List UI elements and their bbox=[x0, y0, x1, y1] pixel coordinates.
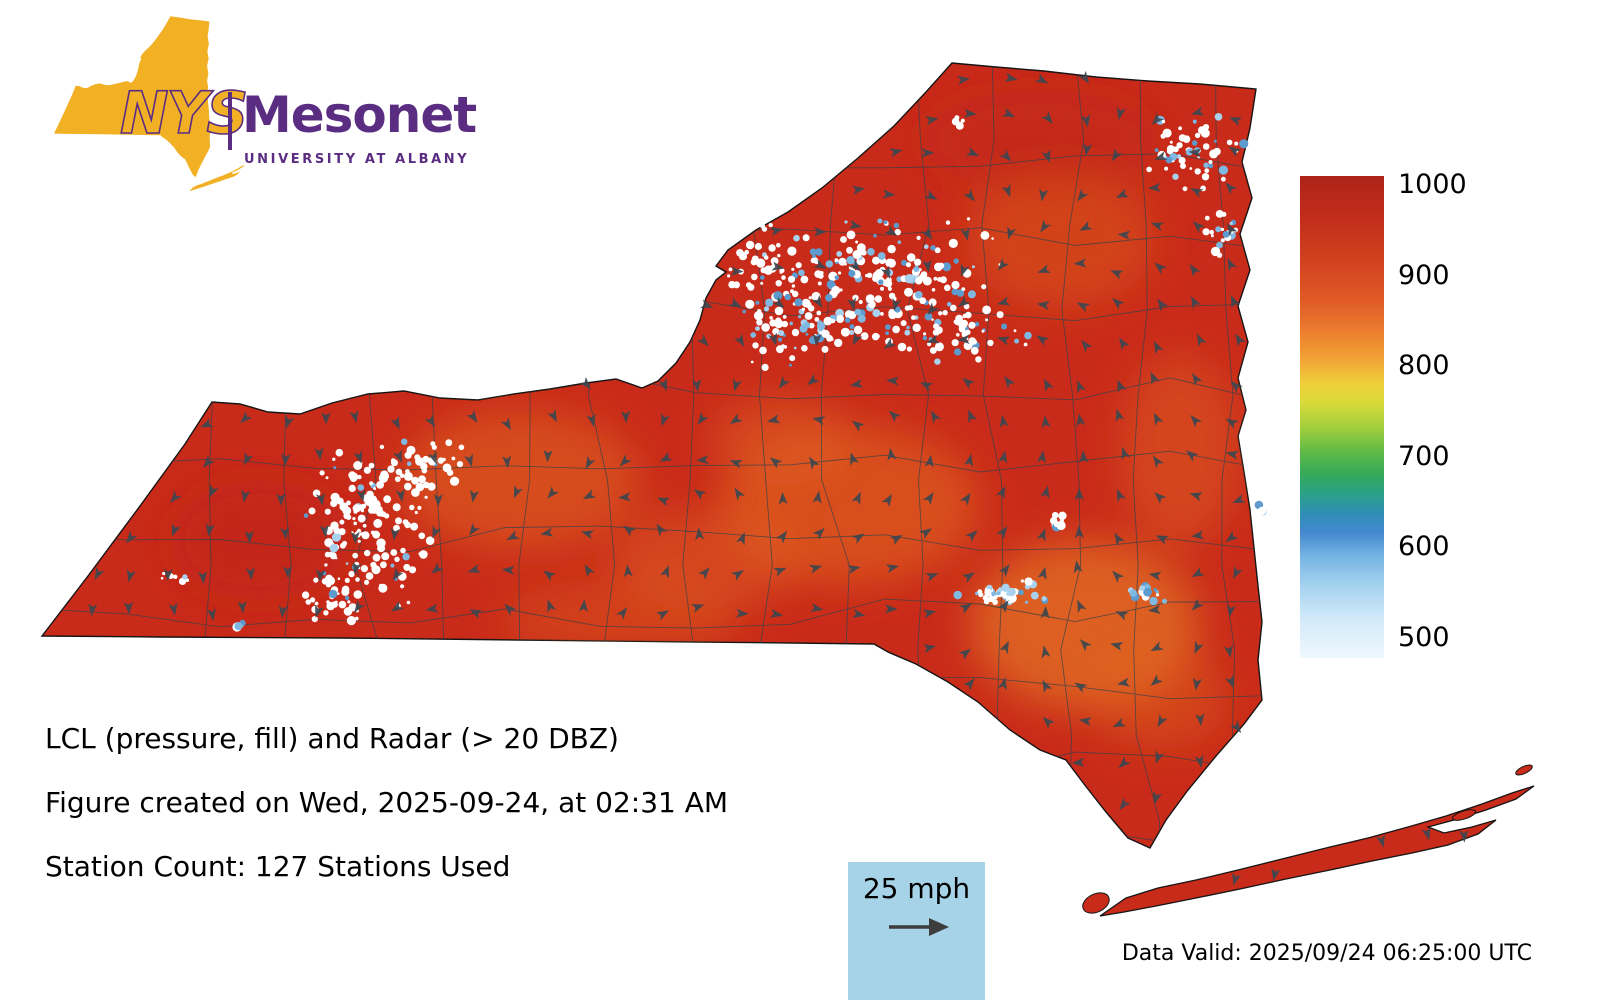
long-island-landmass bbox=[1082, 764, 1535, 917]
colorbar-tick-label: 600 bbox=[1398, 531, 1450, 562]
colorbar-tick-label: 700 bbox=[1398, 441, 1450, 472]
radar-speckles bbox=[160, 113, 1267, 632]
logo-divider bbox=[228, 92, 232, 150]
colorbar-tick-label: 500 bbox=[1398, 622, 1450, 653]
logo-nys-text: NYS bbox=[119, 79, 249, 147]
figure-title: LCL (pressure, fill) and Radar (> 20 DBZ… bbox=[45, 722, 619, 755]
small-island bbox=[1452, 809, 1476, 821]
colorbar-tick-label: 800 bbox=[1398, 350, 1450, 381]
logo-mesonet-text: Mesonet bbox=[242, 86, 477, 144]
data-valid-timestamp: Data Valid: 2025/09/24 06:25:00 UTC bbox=[1121, 941, 1532, 966]
wind-speed-legend: 25 mph bbox=[848, 862, 985, 1000]
wind-speed-label: 25 mph bbox=[862, 872, 971, 905]
wind-arrows bbox=[88, 70, 1469, 886]
figure-created-text: Figure created on Wed, 2025-09-24, at 02… bbox=[45, 786, 729, 819]
wind-reference-arrow-icon bbox=[888, 918, 949, 936]
colorbar-gradient bbox=[1300, 176, 1384, 658]
logo-state-shape bbox=[54, 16, 245, 192]
small-island bbox=[1515, 764, 1533, 776]
station-count-text: Station Count: 127 Stations Used bbox=[45, 850, 511, 883]
colorbar-tick-label: 900 bbox=[1398, 260, 1450, 291]
nys-mesonet-logo: NYS Mesonet UNIVERSITY AT ALBANY bbox=[50, 6, 480, 206]
nyc-island bbox=[1082, 892, 1110, 914]
logo-university-text: UNIVERSITY AT ALBANY bbox=[244, 152, 470, 167]
colorbar-tick-label: 1000 bbox=[1398, 169, 1467, 200]
